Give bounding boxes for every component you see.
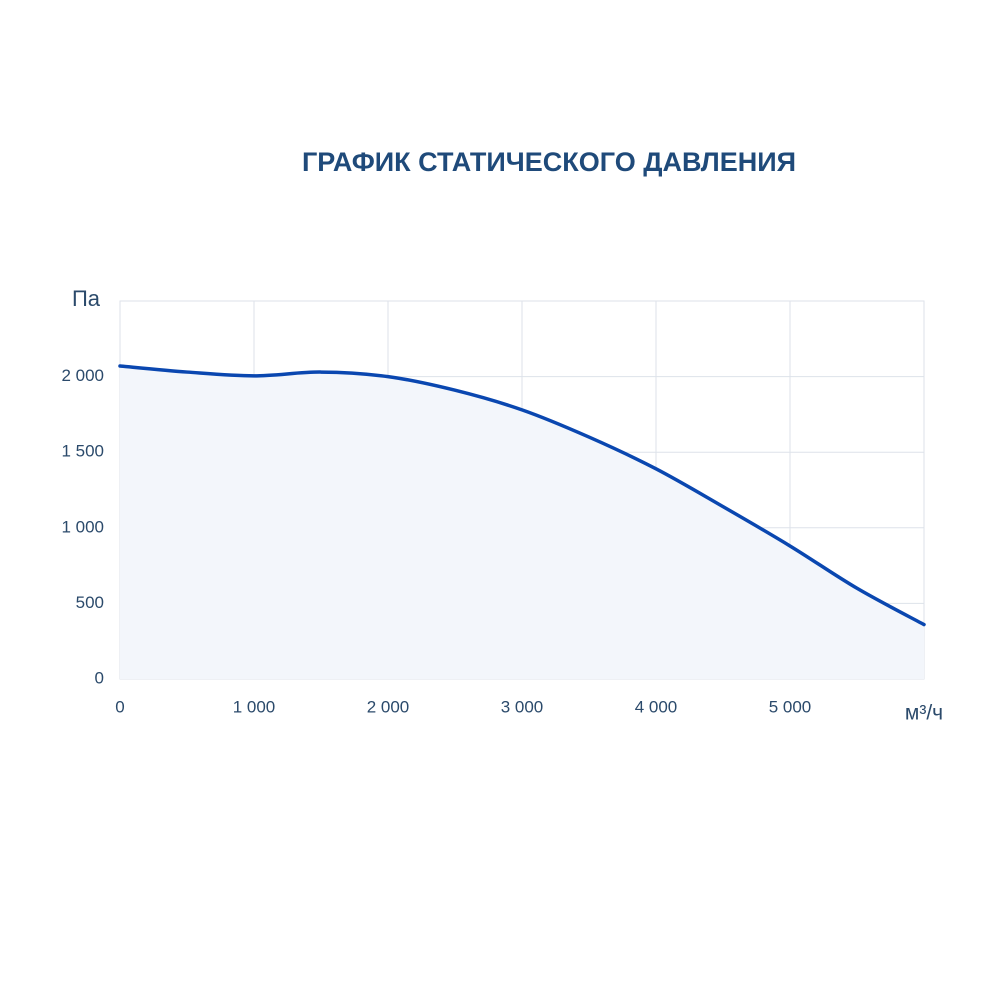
x-tick-label: 4 000 [635,697,678,716]
x-tick-label: 5 000 [769,697,812,716]
x-tick-label: 3 000 [501,697,544,716]
y-tick-label: 500 [76,593,104,612]
x-tick-label: 1 000 [233,697,276,716]
x-axis-label: м³/ч [905,702,943,725]
y-tick-label: 2 000 [61,366,104,385]
chart-title: ГРАФИК СТАТИЧЕСКОГО ДАВЛЕНИЯ [302,147,796,177]
y-tick-label: 1 000 [61,517,104,536]
y-axis-label: Па [72,286,101,311]
area [120,366,924,679]
line [118,364,926,627]
y-tick-label: 1 500 [61,442,104,461]
x-tick-label: 2 000 [367,697,410,716]
y-tick-label: 0 [95,668,104,687]
x-tick-label: 0 [115,697,124,716]
